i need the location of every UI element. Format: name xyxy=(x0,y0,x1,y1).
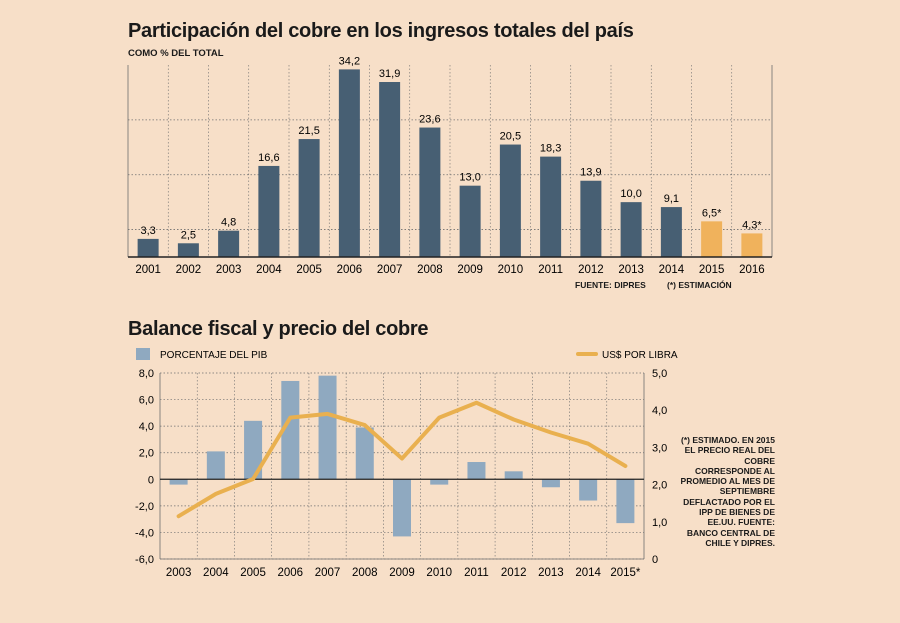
chart1-bar xyxy=(620,202,642,257)
chart2-tick-label: 2005 xyxy=(240,567,266,579)
chart1-estimation-note: (*) ESTIMACIÓN xyxy=(667,280,732,290)
chart1-tick-label: 2002 xyxy=(176,264,202,276)
chart1-value-label: 13,9 xyxy=(580,167,601,179)
chart1-tick-label: 2011 xyxy=(538,264,563,276)
chart1-tick-label: 2014 xyxy=(659,264,685,276)
chart2-tick-label: 2009 xyxy=(389,567,415,579)
chart2-tick-label: 2013 xyxy=(538,567,564,579)
chart2-bar xyxy=(281,380,300,480)
chart2-bar xyxy=(244,420,263,480)
chart2-left-tick: 2,0 xyxy=(139,448,154,460)
chart1-value-label: 4,3* xyxy=(742,219,762,231)
chart1-value-label: 31,9 xyxy=(379,68,400,80)
chart1-tick-label: 2008 xyxy=(417,264,443,276)
chart2-tick-label: 2004 xyxy=(203,567,229,579)
chart2-tick-label: 2012 xyxy=(501,567,527,579)
chart2-left-tick: -2,0 xyxy=(135,501,154,513)
chart2-left-tick: 8,0 xyxy=(139,368,154,380)
chart1-tick-label: 2013 xyxy=(618,264,644,276)
chart1-bar xyxy=(177,243,199,257)
chart1-value-label: 18,3 xyxy=(540,143,561,155)
chart1-svg: 3,3 2001 2,5 2002 4,8 2003 16,6 2004 21,5 2005 34,… xyxy=(127,55,773,276)
chart1-bar xyxy=(701,221,723,257)
chart2-left-tick: 4,0 xyxy=(139,421,154,433)
chart2-bar xyxy=(467,462,486,480)
chart2-tick-label: 2015* xyxy=(610,567,641,579)
chart1-bar xyxy=(298,139,320,257)
chart1-bar xyxy=(419,127,441,257)
chart1-value-label: 21,5 xyxy=(298,125,319,137)
chart2-side-note: (*) ESTIMADO. EN 2015 EL PRECIO REAL DEL… xyxy=(680,435,775,548)
chart2-bar xyxy=(579,479,598,501)
chart1-bar xyxy=(580,180,602,257)
chart1-bar xyxy=(540,156,562,257)
chart1-value-label: 2,5 xyxy=(181,229,196,241)
chart2-bar xyxy=(318,375,337,480)
chart2-tick-label: 2011 xyxy=(464,567,489,579)
chart2-right-tick: 1,0 xyxy=(652,517,667,529)
chart2-right-tick: 0 xyxy=(652,554,658,566)
chart1-tick-label: 2004 xyxy=(256,264,282,276)
chart1-tick-label: 2012 xyxy=(578,264,604,276)
chart2-bar xyxy=(355,427,374,480)
chart1-bar xyxy=(137,238,159,257)
chart1-bar xyxy=(741,233,763,257)
chart2-title: Balance fiscal y precio del cobre xyxy=(128,318,429,340)
chart2-bar xyxy=(504,471,523,480)
chart1-bar xyxy=(218,230,240,257)
chart1-tick-label: 2007 xyxy=(377,264,403,276)
chart1-tick-label: 2016 xyxy=(739,264,765,276)
chart1-tick-label: 2010 xyxy=(498,264,524,276)
chart1-bar xyxy=(338,69,360,257)
legend-line-label: US$ POR LIBRA xyxy=(602,350,678,361)
chart2-bar xyxy=(393,479,411,537)
chart1-bar xyxy=(459,185,481,257)
chart1-value-label: 16,6 xyxy=(258,152,279,164)
chart1-value-label: 34,2 xyxy=(339,55,360,67)
legend-bar-swatch xyxy=(136,348,150,360)
chart1-value-label: 23,6 xyxy=(419,114,440,126)
chart2-bar xyxy=(430,479,449,485)
chart1-tick-label: 2015 xyxy=(699,264,725,276)
chart1-bar xyxy=(499,144,521,257)
chart1-value-label: 13,0 xyxy=(459,172,480,184)
chart1-value-label: 10,0 xyxy=(620,188,641,200)
chart1-bar xyxy=(660,207,682,257)
chart2-tick-label: 2008 xyxy=(352,567,378,579)
chart2-tick-label: 2007 xyxy=(315,567,341,579)
chart1-value-label: 20,5 xyxy=(500,131,521,143)
chart1-tick-label: 2009 xyxy=(457,264,483,276)
legend-bar-label: PORCENTAJE DEL PIB xyxy=(160,350,268,361)
chart2-right-tick: 4,0 xyxy=(652,405,667,417)
chart2-bar xyxy=(206,451,225,480)
chart1-tick-label: 2001 xyxy=(135,264,161,276)
chart2-tick-label: 2014 xyxy=(575,567,601,579)
chart1-value-label: 6,5* xyxy=(702,207,722,219)
chart1-value-label: 4,8 xyxy=(221,217,236,229)
chart2-bar xyxy=(541,479,560,488)
chart2-right-tick: 5,0 xyxy=(652,368,667,380)
chart1-value-label: 9,1 xyxy=(664,193,679,205)
chart1-source: FUENTE: DIPRES xyxy=(575,280,646,290)
chart2-left-tick: -4,0 xyxy=(135,527,154,539)
chart1-value-label: 3,3 xyxy=(140,225,155,237)
chart1-title: Participación del cobre en los ingresos … xyxy=(128,20,634,42)
chart1-tick-label: 2006 xyxy=(337,264,363,276)
chart2-tick-label: 2006 xyxy=(278,567,304,579)
chart2-left-tick: 6,0 xyxy=(139,395,154,407)
chart1-bar xyxy=(379,82,401,258)
chart1-subtitle: COMO % DEL TOTAL xyxy=(128,48,224,59)
chart1-tick-label: 2003 xyxy=(216,264,242,276)
chart2-bar xyxy=(169,479,188,485)
chart2-tick-label: 2003 xyxy=(166,567,192,579)
chart1-tick-label: 2005 xyxy=(296,264,322,276)
chart2-left-tick: -6,0 xyxy=(135,554,154,566)
chart2-bar xyxy=(616,479,635,524)
chart2-right-tick: 2,0 xyxy=(652,480,667,492)
chart2-right-tick: 3,0 xyxy=(652,442,667,454)
chart1-bar xyxy=(258,165,280,257)
chart2-tick-label: 2010 xyxy=(426,567,452,579)
chart2-left-tick: 0 xyxy=(148,474,154,486)
